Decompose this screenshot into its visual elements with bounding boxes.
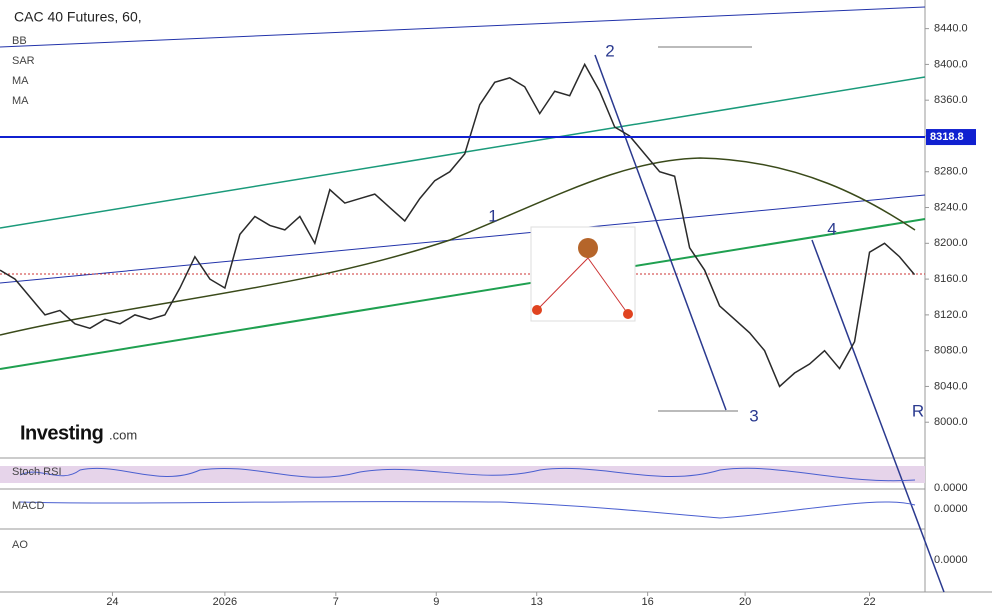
logo-dot (532, 305, 542, 315)
arrow (594, 54, 727, 411)
trendline (0, 76, 926, 229)
price-level-tag (926, 129, 976, 146)
stoch-band (0, 466, 925, 483)
logo-bear (578, 238, 598, 258)
brand-suffix: .com (109, 427, 137, 442)
wave-label: 3 (749, 406, 758, 425)
indicator-label: MA (12, 75, 29, 87)
x-tick-label: 24 (106, 596, 118, 608)
y-tick-label: 8160.0 (934, 273, 968, 285)
y-tick-label: 8280.0 (934, 166, 968, 178)
y-tick-label: 8120.0 (934, 309, 968, 321)
trendline (0, 194, 926, 284)
panel-name: MACD (12, 500, 44, 512)
logo-line (587, 257, 629, 315)
moving-average (0, 157, 916, 336)
panel-tick-label: 0.0000 (934, 503, 968, 515)
panel-name: Stoch RSI (12, 466, 62, 478)
wave-label: 1 (488, 206, 497, 225)
indicator-label: MA (12, 95, 29, 107)
panel-tick-label: 0.0000 (934, 554, 968, 566)
macd-line (19, 501, 916, 519)
y-tick-label: 8080.0 (934, 345, 968, 357)
price-level-label: 8318.8 (930, 131, 964, 143)
x-tick-label: 2026 (213, 596, 237, 608)
x-tick-label: 9 (433, 596, 439, 608)
stoch-line (19, 467, 916, 482)
brand: Investing (20, 422, 103, 444)
trendline (0, 6, 926, 48)
indicator-label: BB (12, 35, 27, 47)
y-tick-label: 8000.0 (934, 416, 968, 428)
trendline (0, 218, 926, 370)
wave-label: 2 (605, 41, 614, 60)
y-tick-label: 8040.0 (934, 380, 968, 392)
logo-line (536, 257, 589, 311)
x-tick-label: 16 (642, 596, 654, 608)
y-tick-label: 8240.0 (934, 201, 968, 213)
y-tick-label: 8400.0 (934, 58, 968, 70)
x-tick-label: 22 (863, 596, 875, 608)
y-tick-label: 8360.0 (934, 94, 968, 106)
panel-tick-label: 0.0000 (934, 482, 968, 494)
y-tick-label: 8440.0 (934, 23, 968, 35)
arrow (811, 239, 945, 593)
chart-title: CAC 40 Futures, 60, (14, 9, 142, 25)
y-tick-label: 8200.0 (934, 237, 968, 249)
wave-label: R (912, 401, 924, 420)
x-tick-label: 13 (531, 596, 543, 608)
indicator-label: SAR (12, 55, 35, 67)
panel-name: AO (12, 539, 28, 551)
price-line (0, 62, 916, 388)
wave-label: 4 (827, 219, 836, 238)
logo-dot (623, 309, 633, 319)
x-tick-label: 20 (739, 596, 751, 608)
x-tick-label: 7 (333, 596, 339, 608)
